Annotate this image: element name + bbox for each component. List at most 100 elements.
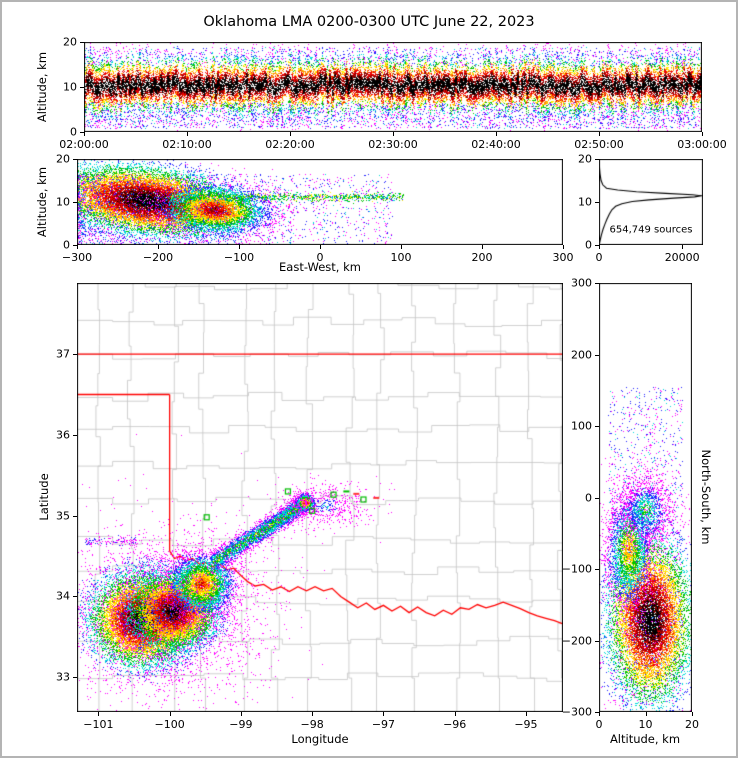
y-tick-label: 200 — [571, 348, 592, 361]
y-tick-mark — [80, 42, 84, 43]
y-tick-label: 20 — [56, 152, 70, 166]
x-tick-label: −101 — [83, 718, 114, 731]
x-tick-label: 02:30:00 — [368, 138, 418, 151]
x-tick-mark — [645, 712, 647, 716]
x-tick-label: 300 — [552, 251, 574, 264]
x-tick-mark — [239, 245, 240, 249]
y-tick-mark — [73, 159, 77, 160]
x-tick-label: 03:00:00 — [677, 138, 727, 151]
y-tick-label: 36 — [56, 428, 70, 442]
ew-canvas — [77, 159, 563, 245]
x-tick-mark — [290, 132, 291, 136]
x-tick-label: 20000 — [664, 251, 700, 264]
x-tick-mark — [383, 712, 385, 716]
y-tick-mark — [73, 515, 77, 517]
time-height-panel — [84, 42, 702, 132]
x-tick-label: 20 — [685, 718, 699, 731]
x-tick-mark — [525, 712, 527, 716]
y-tick-mark — [73, 202, 77, 203]
y-tick-label: 10 — [56, 195, 70, 209]
plan-view-map-panel — [77, 283, 563, 712]
y-tick-label: 0 — [585, 491, 592, 504]
ns-panel-xlabel: Altitude, km — [609, 732, 681, 746]
x-tick-label: 02:50:00 — [574, 138, 624, 151]
x-tick-label: 02:20:00 — [265, 138, 315, 151]
figure-title: Oklahoma LMA 0200-0300 UTC June 22, 2023 — [203, 14, 535, 30]
y-tick-mark — [73, 677, 77, 679]
y-tick-mark — [595, 569, 599, 570]
x-tick-label: −95 — [514, 718, 538, 731]
y-tick-mark — [595, 159, 599, 160]
x-tick-mark — [682, 245, 684, 249]
x-tick-label: 100 — [390, 251, 412, 264]
x-tick-label: −100 — [223, 251, 255, 264]
x-tick-mark — [702, 132, 703, 136]
y-tick-label: 35 — [56, 509, 70, 523]
x-tick-label: −200 — [142, 251, 174, 264]
y-tick-label: 0 — [63, 238, 70, 252]
x-tick-label: −98 — [300, 718, 324, 731]
x-tick-label: −97 — [371, 718, 396, 731]
y-tick-label: 100 — [571, 419, 592, 433]
y-tick-mark — [595, 202, 599, 203]
map-panel-ylabel: Latitude — [37, 473, 51, 521]
y-tick-label: −200 — [561, 634, 592, 647]
y-tick-label: 10 — [578, 195, 592, 209]
ew-panel-xlabel: East-West, km — [279, 260, 361, 274]
y-tick-mark — [595, 426, 599, 427]
y-tick-label: 300 — [571, 276, 592, 290]
y-tick-mark — [80, 132, 84, 133]
x-tick-mark — [84, 132, 85, 136]
x-tick-mark — [98, 712, 100, 716]
ns-panel-ylabel: North-South, km — [699, 449, 713, 545]
y-tick-label: 37 — [56, 347, 70, 361]
y-tick-label: −300 — [561, 705, 592, 719]
x-tick-mark — [692, 712, 693, 716]
source-count-annotation: 654,749 sources — [609, 224, 693, 236]
x-tick-mark — [158, 245, 159, 249]
time-canvas — [84, 42, 702, 132]
time-panel-ylabel: Altitude, km — [35, 51, 49, 123]
y-tick-mark — [73, 245, 77, 246]
map-panel-xlabel: Longitude — [291, 732, 349, 746]
x-tick-mark — [599, 132, 600, 136]
y-tick-label: 0 — [585, 238, 592, 252]
y-tick-mark — [73, 596, 77, 598]
x-tick-label: 0 — [595, 718, 603, 731]
x-tick-mark — [401, 245, 402, 249]
north-south-height-panel — [599, 283, 692, 712]
y-tick-mark — [595, 354, 599, 356]
x-tick-mark — [312, 712, 314, 716]
x-tick-mark — [187, 132, 188, 136]
x-tick-mark — [563, 245, 564, 249]
x-tick-label: 02:10:00 — [162, 138, 212, 151]
ew-panel-ylabel: Altitude, km — [35, 166, 49, 238]
y-tick-mark — [595, 245, 599, 246]
y-tick-mark — [595, 712, 599, 713]
y-tick-mark — [595, 640, 599, 642]
x-tick-mark — [599, 245, 600, 249]
y-tick-label: 10 — [63, 80, 77, 94]
y-tick-label: 20 — [63, 35, 77, 49]
x-tick-mark — [496, 132, 497, 136]
x-tick-label: 200 — [471, 251, 493, 264]
y-tick-label: 20 — [578, 152, 592, 166]
x-tick-mark — [240, 712, 242, 716]
y-tick-label: 0 — [70, 125, 77, 139]
y-tick-label: 33 — [56, 670, 70, 684]
altitude-histogram-panel — [599, 159, 703, 245]
x-tick-label: −99 — [229, 718, 253, 731]
x-tick-label: 0 — [595, 251, 603, 264]
hist-canvas — [599, 159, 703, 245]
east-west-height-panel — [77, 159, 563, 245]
x-tick-label: −96 — [443, 718, 467, 731]
y-tick-mark — [73, 434, 77, 436]
y-tick-mark — [80, 87, 84, 88]
x-tick-label: 10 — [638, 718, 653, 731]
x-tick-mark — [482, 245, 483, 249]
x-tick-label: −100 — [154, 718, 185, 731]
x-tick-mark — [454, 712, 456, 716]
y-tick-mark — [595, 497, 599, 499]
y-tick-label: −100 — [561, 562, 592, 576]
